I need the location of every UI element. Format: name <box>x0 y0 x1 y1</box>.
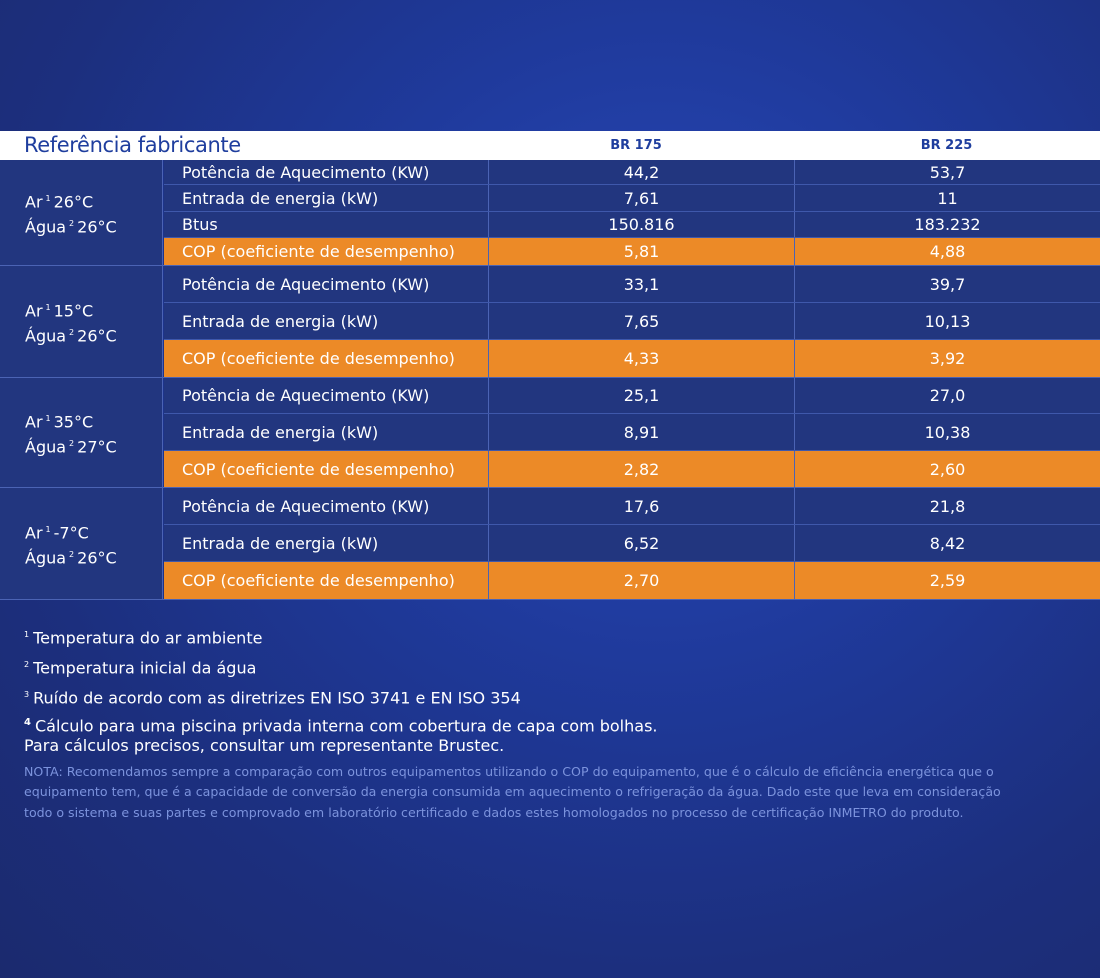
table-row: Entrada de energia (kW) 6,52 8,42 <box>164 525 1100 562</box>
footnote-3: 3 Ruído de acordo com as diretrizes EN IS… <box>24 687 521 707</box>
condition-group: Ar 1 26°C Água 2 26°C Potência de Aquecimento … <box>0 160 1100 266</box>
value-br225: 53,7 <box>929 162 966 182</box>
table-header: Referência fabricante BR 175 BR 225 <box>0 131 1100 160</box>
footnote-1: 1 Temperatura do ar ambiente <box>24 628 263 648</box>
table-title: Referência fabricante <box>24 133 241 157</box>
value-br225: 27,0 <box>929 386 966 405</box>
footnote-2: 2 Temperatura inicial da água <box>24 658 257 678</box>
cop-row: COP (coeficiente de desempenho) 2,70 2,59 <box>164 562 1100 599</box>
condition-label: Ar 1 26°C Água 2 26°C <box>0 160 163 265</box>
row-label: Entrada de energia (kW) <box>164 303 489 339</box>
model-br225-header: BR 225 <box>920 138 973 153</box>
value-br175: 25,1 <box>489 378 795 413</box>
spec-table: Referência fabricante BR 175 BR 225 Ar 1 2… <box>0 131 1100 600</box>
row-label: COP (coeficiente de desempenho) <box>164 340 489 377</box>
table-row: Potência de Aquecimento (KW) 17,6 21,8 <box>164 488 1100 525</box>
value-br175: 5,81 <box>489 238 795 265</box>
value-br225: 183.232 <box>914 215 981 234</box>
value-br175: 150.816 <box>489 212 795 237</box>
row-label: Entrada de energia (kW) <box>164 525 489 561</box>
row-label: Potência de Aquecimento (KW) <box>164 160 489 184</box>
condition-label: Ar 1 15°C Água 2 26°C <box>0 266 163 377</box>
table-row: Entrada de energia (kW) 8,91 10,38 <box>164 414 1100 451</box>
row-label: Potência de Aquecimento (KW) <box>164 488 489 524</box>
value-br225: 21,8 <box>929 496 966 516</box>
row-label: Potência de Aquecimento (KW) <box>164 266 489 302</box>
model-br175-header: BR 175 <box>610 138 662 153</box>
cop-row: COP (coeficiente de desempenho) 2,82 2,60 <box>164 451 1100 487</box>
condition-group: Ar 1 15°C Água 2 26°C Potência de Aquecimento … <box>0 266 1100 378</box>
row-label: Entrada de energia (kW) <box>164 185 489 211</box>
value-br175: 6,52 <box>489 525 795 561</box>
cop-row: COP (coeficiente de desempenho) 4,33 3,92 <box>164 340 1100 377</box>
value-br225: 39,7 <box>929 274 966 294</box>
value-br175: 8,91 <box>489 414 795 450</box>
row-label: COP (coeficiente de desempenho) <box>164 562 489 599</box>
condition-group: Ar 1 -7°C Água 2 26°C Potência de Aquecimento … <box>0 488 1100 600</box>
value-br225: 4,88 <box>929 242 966 261</box>
value-br225: 2,60 <box>929 459 966 479</box>
table-row: Entrada de energia (kW) 7,65 10,13 <box>164 303 1100 340</box>
value-br175: 7,61 <box>489 185 795 211</box>
row-label: Potência de Aquecimento (KW) <box>164 378 489 413</box>
row-label: Btus <box>164 212 489 237</box>
value-br225: 2,59 <box>929 571 966 590</box>
table-row: Entrada de energia (kW) 7,61 11 <box>164 185 1100 212</box>
table-row: Potência de Aquecimento (KW) 44,2 53,7 <box>164 160 1100 185</box>
row-label: COP (coeficiente de desempenho) <box>164 238 489 265</box>
value-br175: 4,33 <box>489 340 795 377</box>
value-br175: 17,6 <box>489 488 795 524</box>
value-br175: 44,2 <box>489 160 795 184</box>
cop-row: COP (coeficiente de desempenho) 5,81 4,88 <box>164 238 1100 265</box>
value-br225: 8,42 <box>929 533 966 553</box>
condition-group: Ar 1 35°C Água 2 27°C Potência de Aquecimento … <box>0 378 1100 488</box>
value-br175: 7,65 <box>489 303 795 339</box>
condition-groups: Ar 1 26°C Água 2 26°C Potência de Aquecimento … <box>0 160 1100 600</box>
table-row: Btus 150.816 183.232 <box>164 212 1100 238</box>
row-label: COP (coeficiente de desempenho) <box>164 451 489 487</box>
value-br225: 11 <box>937 188 958 208</box>
table-row: Potência de Aquecimento (KW) 25,1 27,0 <box>164 378 1100 414</box>
nota-text: NOTA: Recomendamos sempre a comparação c… <box>24 763 1001 820</box>
condition-label: Ar 1 35°C Água 2 27°C <box>0 378 163 487</box>
value-br225: 3,92 <box>929 349 966 368</box>
condition-label: Ar 1 -7°C Água 2 26°C <box>0 488 163 599</box>
footnote-4: 4 Cálculo para uma piscina privada intern… <box>24 716 658 755</box>
table-row: Potência de Aquecimento (KW) 33,1 39,7 <box>164 266 1100 303</box>
value-br175: 2,82 <box>489 451 795 487</box>
value-br175: 2,70 <box>489 562 795 599</box>
value-br225: 10,38 <box>924 422 971 442</box>
footnotes: 1 Temperatura do ar ambiente 2 Temperatura… <box>24 622 1084 823</box>
value-br225: 10,13 <box>924 311 971 331</box>
value-br175: 33,1 <box>489 266 795 302</box>
row-label: Entrada de energia (kW) <box>164 414 489 450</box>
